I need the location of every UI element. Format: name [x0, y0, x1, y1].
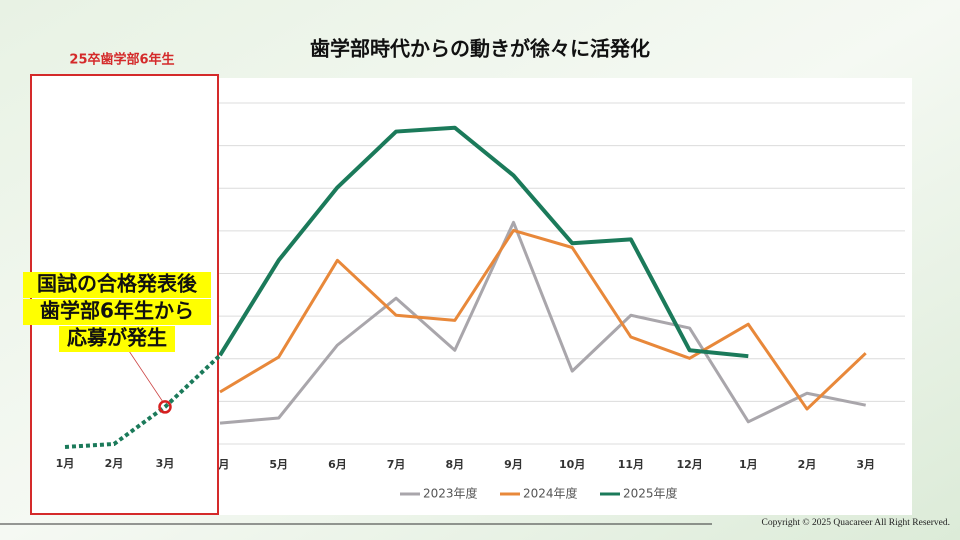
series-line — [218, 125, 749, 359]
series-line — [219, 228, 867, 411]
x-tick-label: 2月 — [105, 457, 124, 470]
annotation-text: 国試の合格発表後 — [37, 272, 198, 296]
prior-line — [64, 353, 222, 449]
annotation-text: 歯学部6年生から — [40, 299, 194, 323]
x-tick-label: 1月 — [739, 458, 758, 471]
prior-label: 25卒歯学部6年生 — [69, 52, 174, 68]
legend-label: 2024年度 — [523, 486, 578, 501]
x-tick-label: 5月 — [269, 458, 288, 471]
annotation-highlight — [23, 299, 211, 325]
x-tick-label: 2月 — [798, 458, 817, 471]
x-tick-label: 12月 — [676, 458, 702, 471]
x-tick-label: 9月 — [504, 458, 523, 471]
x-tick-label: 8月 — [445, 458, 464, 471]
x-tick-label: 3月 — [156, 457, 175, 470]
legend-label: 2025年度 — [623, 486, 678, 501]
x-tick-label: 7月 — [387, 458, 406, 471]
callout-line — [124, 344, 164, 403]
plot-panel — [215, 78, 912, 515]
x-tick-label: 1月 — [56, 457, 75, 470]
annotation-highlight — [59, 326, 175, 352]
legend-label: 2023年度 — [423, 486, 478, 501]
chart-title: 歯学部時代からの動きが徐々に活発化 — [310, 37, 650, 61]
series-line — [219, 220, 866, 425]
x-tick-label: 11月 — [618, 458, 644, 471]
annotation-text: 応募が発生 — [67, 326, 167, 350]
x-tick-label: 6月 — [328, 458, 347, 471]
x-tick-label: 10月 — [559, 458, 585, 471]
annotation-highlight — [23, 272, 211, 298]
copyright: Copyright © 2025 Quacareer All Right Res… — [762, 517, 950, 528]
x-tick-label: 3月 — [856, 458, 875, 471]
highlight-marker — [158, 400, 172, 414]
